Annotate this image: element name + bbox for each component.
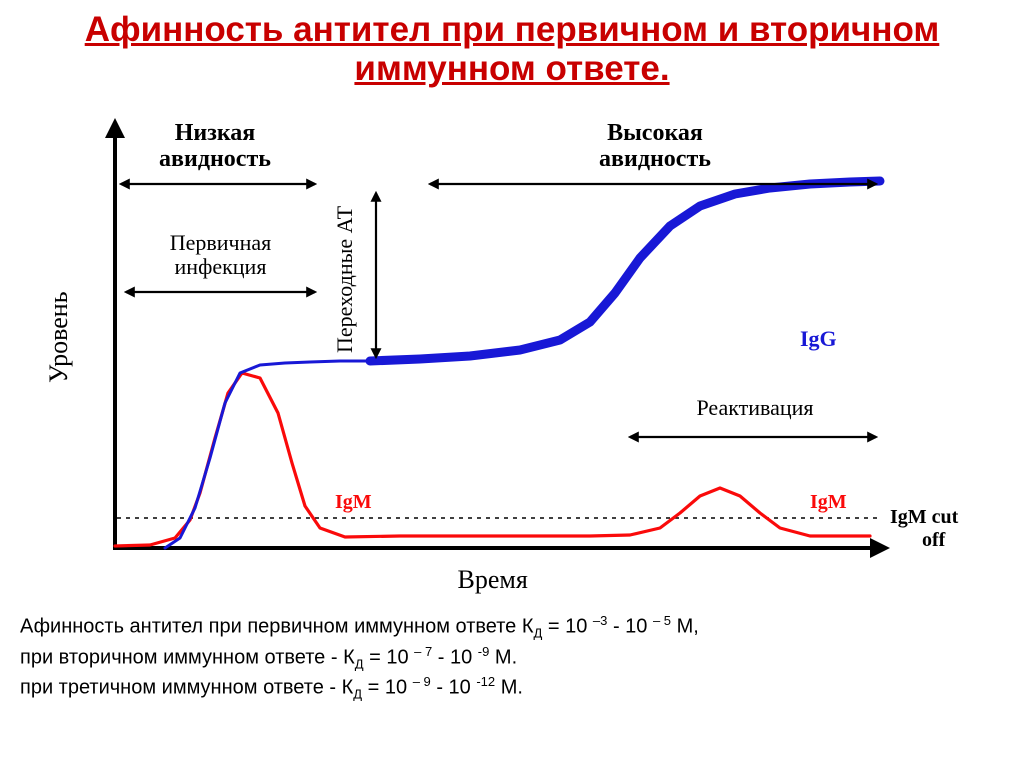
svg-text:off: off	[922, 529, 946, 551]
svg-text:Время: Время	[458, 565, 528, 594]
affinity-chart: УровеньВремяIgM cutoffНизкаяавидностьВыс…	[0, 88, 1024, 608]
svg-text:авидность: авидность	[599, 146, 711, 172]
footnote-line-1: Афинность антител при первичном иммунном…	[20, 612, 1004, 642]
page-title: Афинность антител при первичном и вторич…	[0, 0, 1024, 88]
svg-text:Уровень: Уровень	[44, 292, 73, 384]
svg-text:IgM: IgM	[810, 491, 847, 513]
svg-text:IgM cut: IgM cut	[890, 506, 959, 528]
svg-text:Переходные АТ: Переходные АТ	[332, 206, 357, 354]
svg-text:Реактивация: Реактивация	[696, 395, 813, 420]
svg-text:Низкая: Низкая	[175, 120, 256, 146]
footnote-line-2: при вторичном иммунном ответе - КД = 10 …	[20, 643, 1004, 673]
footnote-line-3: при третичном иммунном ответе - КД = 10 …	[20, 673, 1004, 703]
footnote-block: Афинность антител при первичном иммунном…	[0, 608, 1024, 703]
svg-text:IgG: IgG	[800, 326, 837, 351]
svg-text:Высокая: Высокая	[607, 120, 703, 146]
svg-text:IgM: IgM	[335, 491, 372, 513]
svg-text:Первичная: Первичная	[170, 230, 272, 255]
svg-text:инфекция: инфекция	[175, 254, 267, 279]
svg-text:авидность: авидность	[159, 146, 271, 172]
